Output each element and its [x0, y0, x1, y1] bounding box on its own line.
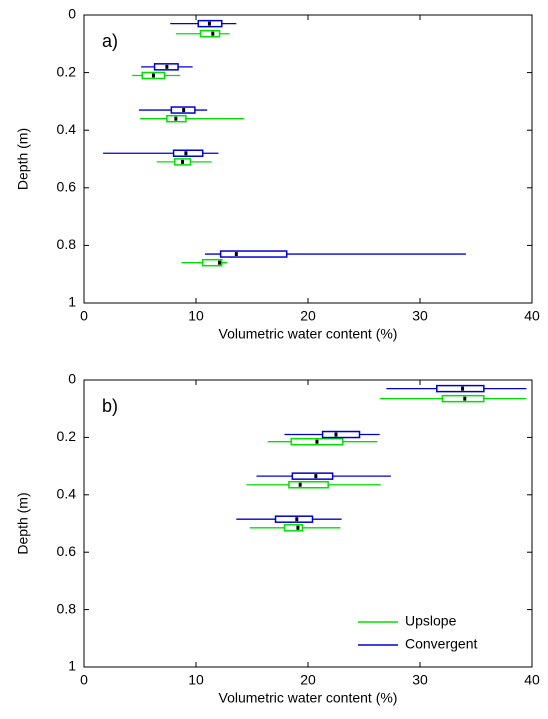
y-tick-label: 0.6 — [57, 179, 77, 195]
panel-label: a) — [102, 31, 118, 51]
x-tick-label: 30 — [412, 308, 428, 324]
x-tick-label: 10 — [188, 672, 204, 688]
x-tick-label: 0 — [80, 672, 88, 688]
box — [172, 149, 204, 157]
y-tick-label: 0.4 — [57, 121, 77, 137]
x-tick-label: 30 — [412, 672, 428, 688]
y-axis-label: Depth (m) — [15, 492, 31, 554]
x-tick-label: 10 — [188, 308, 204, 324]
y-tick-label: 1 — [68, 658, 76, 674]
y-tick-label: 0 — [68, 371, 76, 387]
x-tick-label: 20 — [300, 308, 316, 324]
y-tick-label: 0 — [68, 6, 76, 22]
x-axis-label: Volumetric water content (%) — [219, 326, 398, 342]
box — [274, 515, 314, 523]
axes-frame — [83, 14, 533, 304]
legend-label: Convergent — [405, 636, 477, 652]
x-tick-label: 40 — [524, 308, 540, 324]
y-tick-label: 0.8 — [57, 236, 77, 252]
y-tick-label: 1 — [68, 294, 76, 310]
box — [291, 472, 334, 480]
box — [219, 250, 288, 258]
box — [441, 394, 485, 403]
y-tick-label: 0.6 — [57, 543, 77, 559]
x-tick-label: 20 — [300, 672, 316, 688]
box — [321, 430, 361, 439]
y-tick-label: 0.8 — [57, 600, 77, 616]
panel-label: b) — [102, 396, 118, 416]
box — [436, 384, 485, 393]
x-tick-label: 0 — [80, 308, 88, 324]
y-tick-label: 0.4 — [57, 486, 77, 502]
legend-label: Upslope — [405, 613, 457, 629]
box — [199, 29, 221, 38]
x-tick-label: 40 — [524, 672, 540, 688]
x-axis-label: Volumetric water content (%) — [219, 690, 398, 706]
y-tick-label: 0.2 — [57, 63, 77, 79]
box — [288, 481, 329, 489]
y-axis-label: Depth (m) — [15, 128, 31, 190]
box — [201, 258, 223, 267]
legend-box — [353, 608, 523, 658]
box — [283, 524, 304, 532]
y-tick-label: 0.2 — [57, 428, 77, 444]
